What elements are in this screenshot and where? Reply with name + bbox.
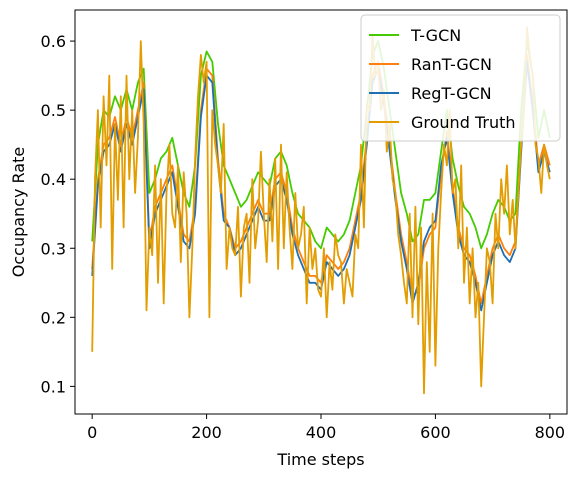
legend-box — [360, 14, 561, 142]
x-axis-label: Time steps — [276, 450, 364, 469]
x-tick-label: 600 — [420, 423, 451, 442]
legend: T-GCN RanT-GCN RegT-GCN Ground Truth — [360, 14, 561, 142]
legend-label: RegT-GCN — [411, 84, 492, 103]
x-axis-ticks: 0 200 400 600 800 — [87, 414, 565, 442]
legend-item: Ground Truth — [369, 113, 516, 132]
x-tick-label: 200 — [191, 423, 222, 442]
y-tick-label: 0.1 — [41, 377, 66, 396]
y-axis-label: Occupancy Rate — [9, 147, 28, 277]
legend-item: RegT-GCN — [369, 84, 492, 103]
x-tick-label: 0 — [87, 423, 97, 442]
series-line-ground-truth — [91, 26, 551, 395]
x-tick-label: 800 — [535, 423, 566, 442]
y-tick-label: 0.4 — [41, 170, 66, 189]
legend-item: T-GCN — [369, 26, 461, 45]
y-tick-label: 0.2 — [41, 308, 66, 327]
legend-label: RanT-GCN — [411, 55, 492, 74]
y-tick-label: 0.5 — [41, 101, 66, 120]
series-lines — [91, 26, 551, 395]
x-tick-label: 400 — [306, 423, 337, 442]
y-tick-label: 0.3 — [41, 239, 66, 258]
legend-label: Ground Truth — [411, 113, 516, 132]
legend-label: T-GCN — [410, 26, 461, 45]
y-tick-label: 0.6 — [41, 32, 66, 51]
y-axis-ticks: 0.1 0.2 0.3 0.4 0.5 0.6 — [41, 32, 75, 396]
legend-item: RanT-GCN — [369, 55, 492, 74]
